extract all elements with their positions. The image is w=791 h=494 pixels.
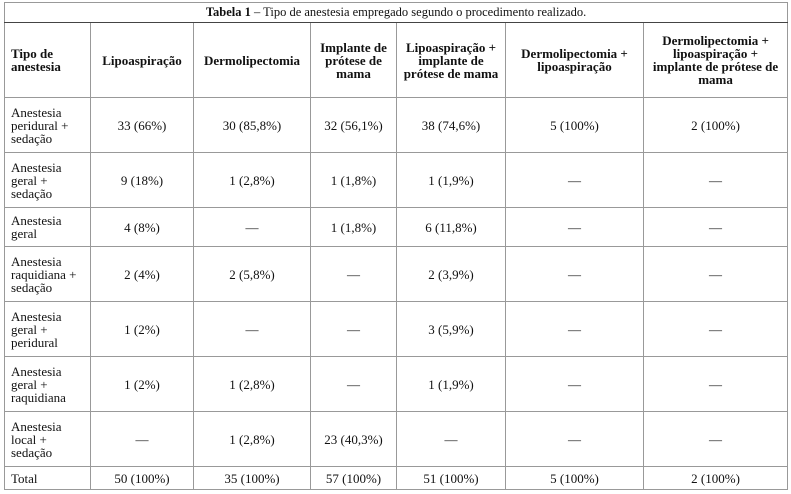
table-cell: — [505, 356, 644, 412]
table-cell: — [193, 207, 311, 247]
header-cell: Lipoaspiração [90, 22, 194, 98]
table-cell: — [90, 411, 194, 467]
caption-label: Tabela 1 [205, 5, 251, 19]
row-label: Anestesia geral [4, 207, 91, 247]
table-cell: 3 (5,9%) [396, 301, 506, 357]
table-cell: — [193, 301, 311, 357]
table-cell: 33 (66%) [90, 97, 194, 153]
table-cell: 2 (3,9%) [396, 246, 506, 302]
table-cell: 1 (1,8%) [310, 207, 397, 247]
header-cell: Dermolipectomia [193, 22, 311, 98]
row-label: Total [4, 466, 91, 490]
table-cell: 6 (11,8%) [396, 207, 506, 247]
row-label: Anestesia geral + raquidiana [4, 356, 91, 412]
table-cell: 4 (8%) [90, 207, 194, 247]
table-cell: 1 (1,9%) [396, 356, 506, 412]
header-cell: Dermolipectomia + lipoaspiração + implan… [642, 22, 789, 98]
header-cell: Dermolipectomia + lipoaspiração [505, 22, 644, 98]
table-cell: — [505, 246, 644, 302]
row-label: Anestesia geral + sedação [4, 152, 91, 208]
table-row: Anestesia geral + sedação 9 (18%) 1 (2,8%)… [4, 152, 789, 208]
table-cell: 1 (2%) [90, 301, 194, 357]
table-cell: 38 (74,6%) [396, 97, 506, 153]
row-label: Anestesia geral + peridural [4, 301, 91, 357]
table-cell: 1 (2,8%) [193, 152, 311, 208]
table-cell: 23 (40,3%) [310, 411, 397, 467]
table-cell: — [642, 207, 789, 247]
table-cell: — [505, 411, 644, 467]
table-cell: — [642, 246, 789, 302]
table-cell: 1 (1,8%) [310, 152, 397, 208]
table-cell: — [505, 207, 644, 247]
row-label: Anestesia raquidiana + sedação [4, 246, 91, 302]
header-cell: Implante de prótese de mama [310, 22, 397, 98]
table-cell: 1 (1,9%) [396, 152, 506, 208]
table-cell: — [642, 356, 789, 412]
table-cell: 1 (2,8%) [193, 356, 311, 412]
table-cell: — [396, 411, 506, 467]
table-cell: 51 (100%) [396, 466, 506, 490]
header-cell: Tipo de anestesia [4, 22, 91, 98]
header-row: Tipo de anestesia Lipoaspiração Dermolipec… [4, 22, 789, 98]
table-cell: 32 (56,1%) [310, 97, 397, 153]
table-cell: — [642, 411, 789, 467]
table-cell: 2 (100%) [642, 97, 789, 153]
caption: Tabela 1 – Tipo de anestesia empregado s… [3, 2, 789, 23]
table-cell: 5 (100%) [505, 466, 644, 490]
table-cell: 2 (5,8%) [193, 246, 311, 302]
table-cell: — [505, 152, 644, 208]
table-cell: 30 (85,8%) [193, 97, 311, 153]
table-cell: 35 (100%) [193, 466, 311, 490]
table-cell: — [310, 246, 397, 302]
table-row: Anestesia geral + peridural 1 (2%) — —3 (5,… [4, 301, 789, 357]
data-table: Tabela 1 – Tipo de anestesia empregado s… [3, 2, 789, 490]
table-cell: 1 (2%) [90, 356, 194, 412]
table-row: Anestesia raquidiana + sedação 2 (4%) 2 (5… [4, 246, 789, 302]
table-cell: — [642, 301, 789, 357]
table-cell: 50 (100%) [90, 466, 194, 490]
table-cell: — [310, 301, 397, 357]
table-cell: — [642, 152, 789, 208]
table-row: Total 50 (100%) 35 (100%) 57 (100%) 51 (100%… [4, 466, 789, 490]
caption-text: – Tipo de anestesia empregado segundo o … [254, 5, 587, 19]
table-cell: 57 (100%) [310, 466, 397, 490]
table-cell: — [310, 356, 397, 412]
table-row: Anestesia local + sedação —1 (2,8%) 23 (40… [4, 411, 789, 467]
table-cell: 2 (100%) [642, 466, 789, 490]
header-cell: Lipoaspiração + implante de prótese de m… [396, 22, 506, 98]
table-row: Anestesia geral + raquidiana 1 (2%) 1 (2,8… [4, 356, 789, 412]
table-cell: 5 (100%) [505, 97, 644, 153]
table-body: Tabela 1 – Tipo de anestesia empregado s… [3, 2, 789, 490]
table-cell: 1 (2,8%) [193, 411, 311, 467]
table-cell: — [505, 301, 644, 357]
row-label: Anestesia local + sedação [4, 411, 91, 467]
table-cell: 9 (18%) [90, 152, 194, 208]
table-cell: 2 (4%) [90, 246, 194, 302]
table-row: Anestesia geral 4 (8%) —1 (1,8%) 6 (11,8%) —… [4, 207, 789, 247]
table-row: Anestesia peridural + sedação 33 (66%) 30 … [4, 97, 789, 153]
row-label: Anestesia peridural + sedação [4, 97, 91, 153]
